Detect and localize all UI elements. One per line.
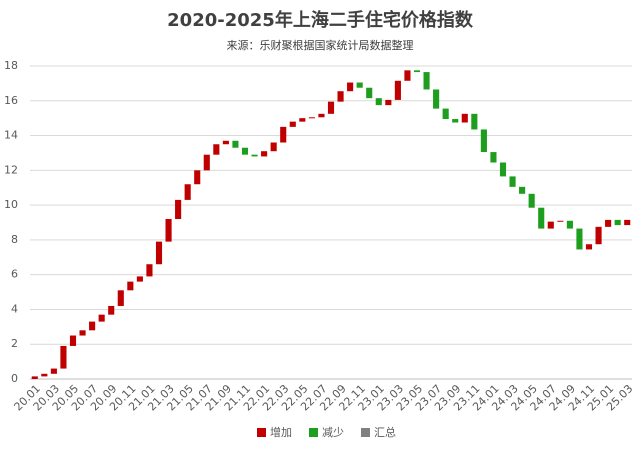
y-tick-label: 18 — [4, 59, 18, 72]
bar — [203, 154, 210, 171]
bar — [299, 118, 306, 122]
bar — [480, 129, 487, 153]
bar — [538, 207, 545, 229]
legend-swatch — [361, 428, 370, 437]
bar — [413, 70, 421, 73]
bar — [347, 82, 354, 92]
legend-label: 增加 — [270, 425, 292, 439]
chart-subtitle: 来源：乐财聚根据国家统计局数据整理 — [227, 38, 414, 52]
bar — [423, 72, 430, 90]
bar — [251, 154, 258, 157]
bar — [146, 264, 153, 277]
bar — [461, 113, 468, 123]
bar — [89, 321, 96, 331]
bar — [213, 144, 220, 155]
bar — [222, 140, 229, 145]
bar — [375, 98, 382, 106]
bar — [31, 376, 38, 379]
bar — [528, 193, 535, 208]
legend-swatch — [257, 428, 266, 437]
bar — [385, 99, 392, 106]
bar — [261, 151, 268, 157]
bar — [117, 290, 124, 306]
bar — [98, 314, 105, 322]
bar — [433, 89, 440, 109]
bar — [471, 113, 478, 130]
bar — [79, 330, 86, 336]
bar — [184, 184, 191, 200]
bar — [60, 345, 67, 369]
bar — [547, 221, 554, 229]
bar — [404, 70, 411, 81]
bar — [165, 219, 172, 242]
bar — [308, 117, 315, 119]
legend-swatch — [309, 428, 318, 437]
chart-title: 2020-2025年上海二手住宅价格指数 — [167, 9, 474, 31]
bar — [499, 162, 507, 177]
bar — [232, 140, 239, 148]
y-tick-label: 10 — [4, 198, 18, 211]
y-tick-label: 4 — [11, 302, 18, 315]
legend-label: 减少 — [322, 426, 344, 439]
bar — [394, 80, 401, 100]
bar — [576, 228, 583, 250]
y-tick-label: 8 — [11, 233, 18, 246]
bar — [241, 147, 249, 155]
y-tick-label: 0 — [11, 372, 18, 385]
bar — [356, 82, 363, 88]
bar — [136, 276, 143, 282]
bar — [318, 113, 325, 118]
bar — [175, 199, 182, 220]
legend-label: 汇总 — [374, 425, 396, 439]
bar — [605, 219, 612, 227]
bar — [337, 91, 344, 102]
bar — [624, 219, 631, 226]
bar — [490, 152, 497, 163]
bar — [566, 220, 573, 229]
y-tick-label: 2 — [11, 337, 18, 350]
y-tick-label: 6 — [11, 268, 18, 281]
bar — [280, 126, 287, 143]
bar — [557, 220, 564, 222]
bar — [69, 335, 77, 346]
y-tick-label: 16 — [4, 94, 18, 107]
bar — [519, 186, 526, 194]
bar — [50, 368, 57, 374]
bar — [442, 108, 449, 120]
bar — [155, 241, 163, 265]
bar — [614, 219, 621, 226]
bar — [289, 121, 296, 127]
bar — [108, 305, 115, 315]
bar — [452, 119, 459, 123]
bar — [194, 170, 201, 185]
y-tick-label: 12 — [4, 163, 18, 176]
bar — [270, 142, 277, 152]
y-tick-label: 14 — [4, 129, 18, 142]
bar — [595, 226, 602, 245]
bar — [585, 244, 593, 250]
bar — [127, 281, 134, 291]
bar — [509, 176, 516, 187]
bar — [366, 87, 373, 99]
bar — [41, 373, 48, 377]
bar — [327, 101, 335, 114]
